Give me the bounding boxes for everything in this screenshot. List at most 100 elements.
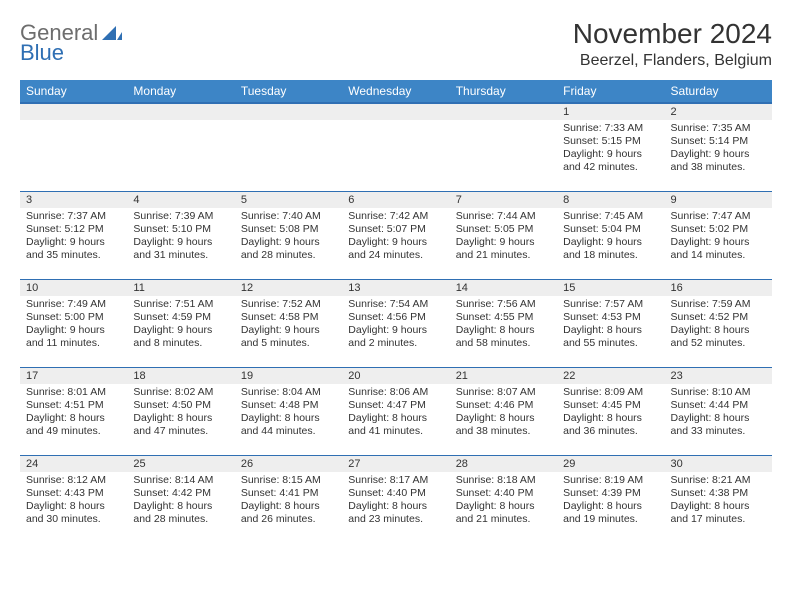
sunset-text: Sunset: 4:59 PM [133, 311, 228, 324]
logo-text: General Blue [20, 20, 122, 66]
daylight-text: Daylight: 9 hours and 2 minutes. [348, 324, 443, 350]
sunset-text: Sunset: 4:56 PM [348, 311, 443, 324]
calendar-cell: 25Sunrise: 8:14 AMSunset: 4:42 PMDayligh… [127, 455, 234, 543]
weekday-header: Thursday [450, 80, 557, 103]
day-details: Sunrise: 8:02 AMSunset: 4:50 PMDaylight:… [127, 384, 234, 443]
daylight-text: Daylight: 9 hours and 14 minutes. [671, 236, 766, 262]
daylight-text: Daylight: 8 hours and 30 minutes. [26, 500, 121, 526]
sunset-text: Sunset: 4:50 PM [133, 399, 228, 412]
sunset-text: Sunset: 4:46 PM [456, 399, 551, 412]
sunrise-text: Sunrise: 8:19 AM [563, 474, 658, 487]
calendar-week-row: 24Sunrise: 8:12 AMSunset: 4:43 PMDayligh… [20, 455, 772, 543]
sunrise-text: Sunrise: 8:15 AM [241, 474, 336, 487]
day-number: 20 [342, 367, 449, 384]
calendar-cell: 24Sunrise: 8:12 AMSunset: 4:43 PMDayligh… [20, 455, 127, 543]
day-number: 30 [665, 455, 772, 472]
sunrise-text: Sunrise: 7:52 AM [241, 298, 336, 311]
sunrise-text: Sunrise: 8:21 AM [671, 474, 766, 487]
sunset-text: Sunset: 4:51 PM [26, 399, 121, 412]
daylight-text: Daylight: 8 hours and 52 minutes. [671, 324, 766, 350]
sunset-text: Sunset: 4:58 PM [241, 311, 336, 324]
day-details: Sunrise: 7:57 AMSunset: 4:53 PMDaylight:… [557, 296, 664, 355]
calendar-cell: 18Sunrise: 8:02 AMSunset: 4:50 PMDayligh… [127, 367, 234, 455]
calendar-table: Sunday Monday Tuesday Wednesday Thursday… [20, 80, 772, 543]
calendar-cell: 5Sunrise: 7:40 AMSunset: 5:08 PMDaylight… [235, 191, 342, 279]
sunrise-text: Sunrise: 8:17 AM [348, 474, 443, 487]
calendar-cell [235, 103, 342, 191]
day-details: Sunrise: 8:18 AMSunset: 4:40 PMDaylight:… [450, 472, 557, 531]
sunset-text: Sunset: 4:55 PM [456, 311, 551, 324]
sunset-text: Sunset: 4:52 PM [671, 311, 766, 324]
sunrise-text: Sunrise: 7:57 AM [563, 298, 658, 311]
daylight-text: Daylight: 8 hours and 28 minutes. [133, 500, 228, 526]
day-number: 9 [665, 191, 772, 208]
calendar-cell: 1Sunrise: 7:33 AMSunset: 5:15 PMDaylight… [557, 103, 664, 191]
daylight-text: Daylight: 9 hours and 28 minutes. [241, 236, 336, 262]
day-number: 3 [20, 191, 127, 208]
day-details: Sunrise: 7:51 AMSunset: 4:59 PMDaylight:… [127, 296, 234, 355]
day-details: Sunrise: 8:01 AMSunset: 4:51 PMDaylight:… [20, 384, 127, 443]
weekday-header: Friday [557, 80, 664, 103]
calendar-cell: 14Sunrise: 7:56 AMSunset: 4:55 PMDayligh… [450, 279, 557, 367]
day-number: 15 [557, 279, 664, 296]
day-details: Sunrise: 7:44 AMSunset: 5:05 PMDaylight:… [450, 208, 557, 267]
daylight-text: Daylight: 8 hours and 19 minutes. [563, 500, 658, 526]
calendar-cell: 16Sunrise: 7:59 AMSunset: 4:52 PMDayligh… [665, 279, 772, 367]
sunset-text: Sunset: 5:10 PM [133, 223, 228, 236]
sunrise-text: Sunrise: 7:51 AM [133, 298, 228, 311]
sunrise-text: Sunrise: 7:42 AM [348, 210, 443, 223]
sunset-text: Sunset: 4:41 PM [241, 487, 336, 500]
day-number: 26 [235, 455, 342, 472]
day-number: 23 [665, 367, 772, 384]
sunset-text: Sunset: 5:04 PM [563, 223, 658, 236]
day-details: Sunrise: 8:21 AMSunset: 4:38 PMDaylight:… [665, 472, 772, 531]
sunrise-text: Sunrise: 8:10 AM [671, 386, 766, 399]
day-details: Sunrise: 7:56 AMSunset: 4:55 PMDaylight:… [450, 296, 557, 355]
day-details: Sunrise: 8:07 AMSunset: 4:46 PMDaylight:… [450, 384, 557, 443]
sunset-text: Sunset: 5:07 PM [348, 223, 443, 236]
sunset-text: Sunset: 4:40 PM [348, 487, 443, 500]
day-number: 14 [450, 279, 557, 296]
sunrise-text: Sunrise: 7:39 AM [133, 210, 228, 223]
calendar-cell [342, 103, 449, 191]
day-number: 29 [557, 455, 664, 472]
empty-day [450, 103, 557, 120]
calendar-cell: 15Sunrise: 7:57 AMSunset: 4:53 PMDayligh… [557, 279, 664, 367]
calendar-cell: 10Sunrise: 7:49 AMSunset: 5:00 PMDayligh… [20, 279, 127, 367]
header: General Blue November 2024 Beerzel, Flan… [20, 18, 772, 70]
day-number: 25 [127, 455, 234, 472]
daylight-text: Daylight: 8 hours and 17 minutes. [671, 500, 766, 526]
daylight-text: Daylight: 9 hours and 5 minutes. [241, 324, 336, 350]
calendar-cell: 12Sunrise: 7:52 AMSunset: 4:58 PMDayligh… [235, 279, 342, 367]
sunset-text: Sunset: 4:40 PM [456, 487, 551, 500]
weekday-header: Sunday [20, 80, 127, 103]
day-number: 6 [342, 191, 449, 208]
calendar-week-row: 17Sunrise: 8:01 AMSunset: 4:51 PMDayligh… [20, 367, 772, 455]
day-details: Sunrise: 7:45 AMSunset: 5:04 PMDaylight:… [557, 208, 664, 267]
calendar-week-row: 10Sunrise: 7:49 AMSunset: 5:00 PMDayligh… [20, 279, 772, 367]
daylight-text: Daylight: 8 hours and 44 minutes. [241, 412, 336, 438]
daylight-text: Daylight: 8 hours and 23 minutes. [348, 500, 443, 526]
calendar-cell: 21Sunrise: 8:07 AMSunset: 4:46 PMDayligh… [450, 367, 557, 455]
calendar-week-row: 3Sunrise: 7:37 AMSunset: 5:12 PMDaylight… [20, 191, 772, 279]
day-number: 22 [557, 367, 664, 384]
sunset-text: Sunset: 5:08 PM [241, 223, 336, 236]
day-details: Sunrise: 8:06 AMSunset: 4:47 PMDaylight:… [342, 384, 449, 443]
sunset-text: Sunset: 4:45 PM [563, 399, 658, 412]
day-number: 24 [20, 455, 127, 472]
day-number: 17 [20, 367, 127, 384]
calendar-cell: 23Sunrise: 8:10 AMSunset: 4:44 PMDayligh… [665, 367, 772, 455]
day-details: Sunrise: 8:09 AMSunset: 4:45 PMDaylight:… [557, 384, 664, 443]
day-number: 21 [450, 367, 557, 384]
sunrise-text: Sunrise: 7:37 AM [26, 210, 121, 223]
calendar-cell: 28Sunrise: 8:18 AMSunset: 4:40 PMDayligh… [450, 455, 557, 543]
daylight-text: Daylight: 9 hours and 42 minutes. [563, 148, 658, 174]
weekday-header: Monday [127, 80, 234, 103]
sunrise-text: Sunrise: 7:40 AM [241, 210, 336, 223]
calendar-cell: 27Sunrise: 8:17 AMSunset: 4:40 PMDayligh… [342, 455, 449, 543]
calendar-cell: 20Sunrise: 8:06 AMSunset: 4:47 PMDayligh… [342, 367, 449, 455]
sunset-text: Sunset: 4:44 PM [671, 399, 766, 412]
sunset-text: Sunset: 5:14 PM [671, 135, 766, 148]
calendar-cell: 30Sunrise: 8:21 AMSunset: 4:38 PMDayligh… [665, 455, 772, 543]
sunset-text: Sunset: 5:00 PM [26, 311, 121, 324]
